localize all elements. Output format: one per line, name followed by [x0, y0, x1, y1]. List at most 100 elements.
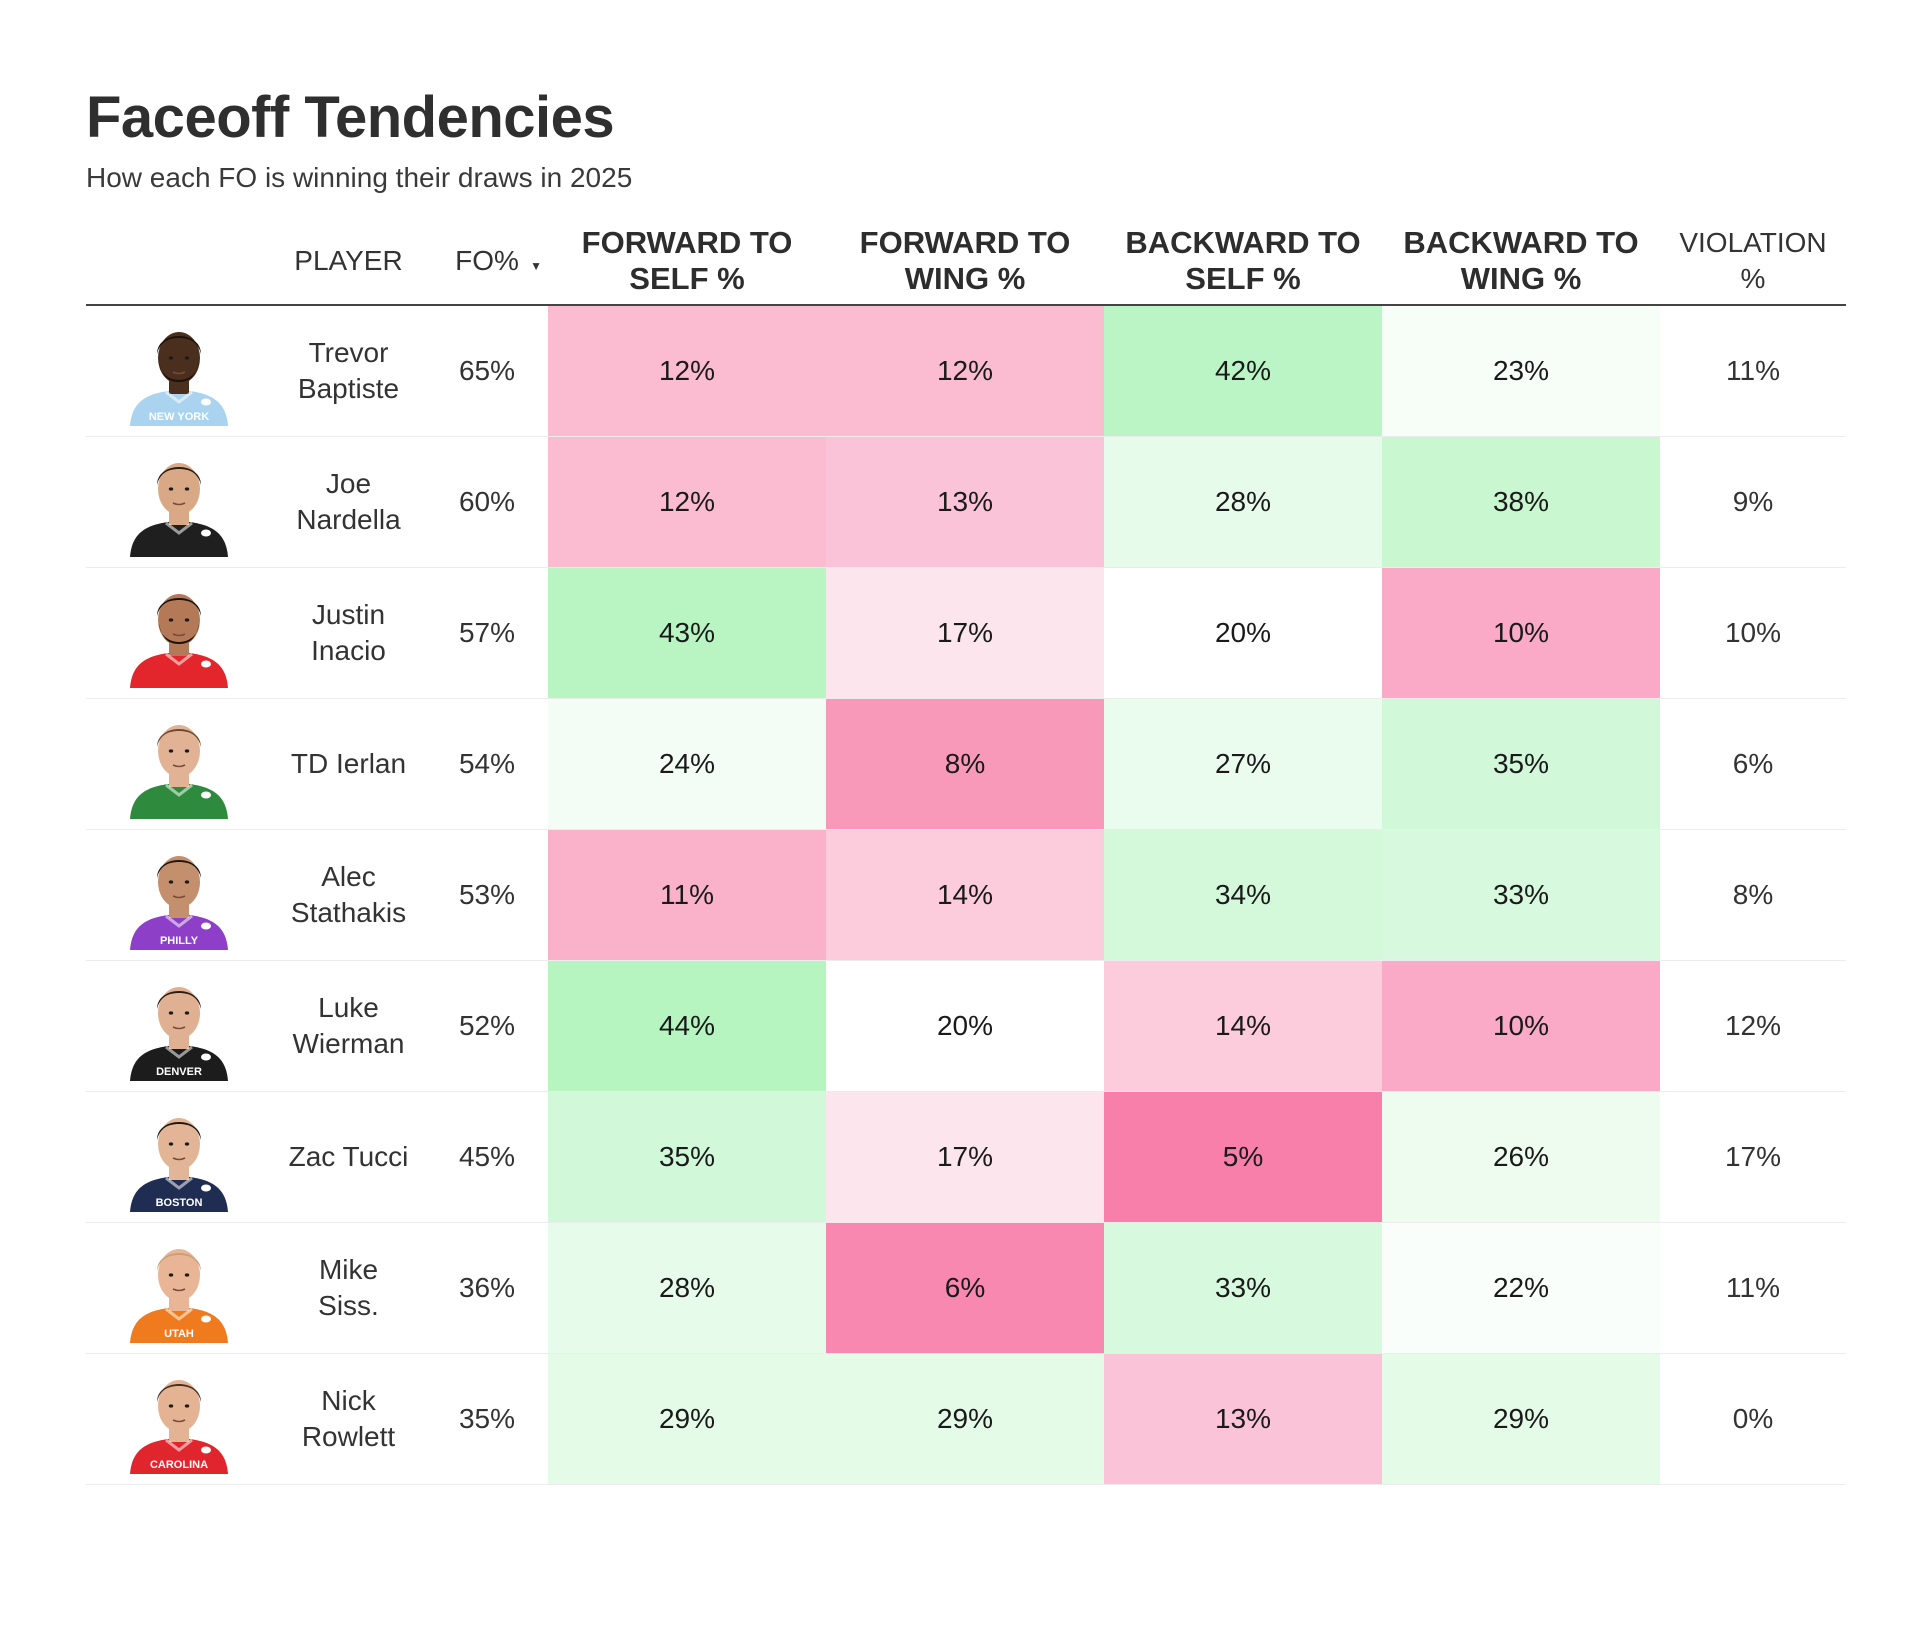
fo-pct-cell: 36%	[458, 1272, 516, 1303]
violation-cell: 12%	[1724, 1010, 1782, 1041]
player-name: Baptiste	[297, 373, 400, 404]
player-headshot-icon: NEW YORK	[129, 332, 228, 426]
headshot-cell: BOSTON	[86, 1092, 271, 1222]
player-name: Luke	[318, 992, 379, 1023]
violation-cell: 17%	[1724, 1141, 1782, 1172]
forward-to-self-cell: 24%	[548, 699, 826, 829]
backward-to-self-cell: 28%	[1104, 437, 1382, 567]
headshot-cell: NEW YORK	[86, 306, 271, 436]
forward-to-self-cell: 12%	[548, 306, 826, 436]
player-headshot-icon: CAROLINA	[129, 1380, 228, 1474]
backward-to-wing-cell: 26%	[1382, 1092, 1660, 1222]
player-name-cell: Alec Stathakis	[271, 830, 426, 960]
forward-to-wing-cell: 13%	[826, 437, 1104, 567]
backward-to-self-cell: 14%	[1104, 961, 1382, 1091]
table-row[interactable]: BOSTON Zac Tucci 45% 35% 17% 5% 26% 17%	[86, 1092, 1846, 1223]
forward-to-self-cell: 12%	[548, 437, 826, 567]
player-name: Wierman	[292, 1028, 405, 1059]
fo-pct-cell: 45%	[458, 1141, 516, 1172]
violation-cell: 10%	[1724, 617, 1782, 648]
table-row[interactable]: TD Ierlan 54% 24% 8% 27% 35% 6%	[86, 699, 1846, 830]
header-backward-to-wing[interactable]: BACKWARD TO WING %	[1382, 218, 1660, 304]
player-name: Stathakis	[290, 897, 407, 928]
fo-pct-cell: 65%	[458, 355, 516, 386]
jersey-text: DENVER	[156, 1066, 202, 1078]
forward-to-wing-cell: 14%	[826, 830, 1104, 960]
jersey-text: NEW YORK	[148, 411, 208, 423]
player-name-cell: Joe Nardella	[271, 437, 426, 567]
header-line: WING %	[1460, 261, 1582, 296]
forward-to-wing-cell: 12%	[826, 306, 1104, 436]
player-name-cell: TD Ierlan	[271, 699, 426, 829]
header-line: BACKWARD TO	[1403, 225, 1639, 260]
header-line: FORWARD TO	[859, 225, 1071, 260]
forward-to-self-cell: 29%	[548, 1354, 826, 1484]
jersey-text: BOSTON	[155, 1197, 202, 1209]
forward-to-self-cell: 44%	[548, 961, 826, 1091]
table-row[interactable]: CAROLINA Nick Rowlett 35% 29% 29% 13% 29% 0%	[86, 1354, 1846, 1485]
headshot-cell: DENVER	[86, 961, 271, 1091]
player-name: Joe	[325, 468, 372, 499]
player-headshot-icon	[129, 725, 228, 819]
player-name: TD Ierlan	[290, 748, 407, 779]
table-row[interactable]: DENVER Luke Wierman 52% 44% 20% 14% 10% 12%	[86, 961, 1846, 1092]
backward-to-wing-cell: 22%	[1382, 1223, 1660, 1353]
violation-cell: 6%	[1732, 748, 1774, 779]
player-name: Nardella	[296, 504, 401, 535]
player-name: Justin	[311, 599, 386, 630]
player-headshot-icon: UTAH	[129, 1249, 228, 1343]
fo-pct-cell: 60%	[458, 486, 516, 517]
header-line: WING %	[904, 261, 1026, 296]
backward-to-self-cell: 42%	[1104, 306, 1382, 436]
table-row[interactable]: Justin Inacio 57% 43% 17% 20% 10% 10%	[86, 568, 1846, 699]
page-title: Faceoff Tendencies	[86, 85, 615, 150]
table-row[interactable]: PHILLY Alec Stathakis 53% 11% 14% 34% 33% 8%	[86, 830, 1846, 961]
header-headshot	[86, 218, 271, 304]
headshot-cell	[86, 437, 271, 567]
header-violation[interactable]: VIOLATION%	[1660, 218, 1846, 304]
header-backward-to-self[interactable]: BACKWARD TO SELF %	[1104, 218, 1382, 304]
faceoff-table: PLAYER FO% ▼ FORWARD TO SELF % FORWARD TO…	[86, 218, 1846, 1485]
page-subtitle: How each FO is winning their draws in 20…	[86, 162, 633, 193]
header-fo-label: FO%	[455, 245, 519, 276]
header-line: VIOLATION	[1679, 227, 1827, 258]
header-forward-to-self[interactable]: FORWARD TO SELF %	[548, 218, 826, 304]
header-line: BACKWARD TO	[1125, 225, 1361, 260]
violation-cell: 11%	[1726, 355, 1780, 386]
sort-descending-icon[interactable]: ▼	[530, 259, 542, 273]
jersey-text: PHILLY	[159, 935, 198, 947]
headshot-cell	[86, 568, 271, 698]
header-forward-to-wing[interactable]: FORWARD TO WING %	[826, 218, 1104, 304]
headshot-cell: PHILLY	[86, 830, 271, 960]
backward-to-wing-cell: 33%	[1382, 830, 1660, 960]
player-headshot-icon: DENVER	[129, 987, 228, 1081]
headshot-cell	[86, 699, 271, 829]
table-row[interactable]: Joe Nardella 60% 12% 13% 28% 38% 9%	[86, 437, 1846, 568]
fo-pct-cell: 57%	[458, 617, 516, 648]
backward-to-self-cell: 20%	[1104, 568, 1382, 698]
header-line: FORWARD TO	[581, 225, 793, 260]
player-name: Trevor	[308, 337, 389, 368]
violation-cell: 0%	[1732, 1403, 1774, 1434]
player-name: Mike	[318, 1254, 379, 1285]
player-name-cell: Zac Tucci	[271, 1092, 426, 1222]
player-headshot-icon	[129, 463, 228, 557]
backward-to-self-cell: 27%	[1104, 699, 1382, 829]
forward-to-wing-cell: 20%	[826, 961, 1104, 1091]
player-name: Inacio	[311, 635, 386, 666]
backward-to-self-cell: 33%	[1104, 1223, 1382, 1353]
backward-to-wing-cell: 23%	[1382, 306, 1660, 436]
table-row[interactable]: NEW YORK Trevor Baptiste 65% 12% 12% 42% 23% 11%	[86, 306, 1846, 437]
violation-cell: 8%	[1732, 879, 1774, 910]
header-player[interactable]: PLAYER	[294, 245, 403, 276]
header-line: SELF %	[629, 261, 745, 296]
forward-to-self-cell: 35%	[548, 1092, 826, 1222]
header-fo-pct[interactable]: FO% ▼	[426, 218, 548, 304]
forward-to-self-cell: 28%	[548, 1223, 826, 1353]
backward-to-wing-cell: 10%	[1382, 568, 1660, 698]
table-row[interactable]: UTAH Mike Siss. 36% 28% 6% 33% 22% 11%	[86, 1223, 1846, 1354]
player-name: Siss.	[318, 1290, 379, 1321]
backward-to-wing-cell: 38%	[1382, 437, 1660, 567]
forward-to-wing-cell: 6%	[826, 1223, 1104, 1353]
backward-to-self-cell: 34%	[1104, 830, 1382, 960]
